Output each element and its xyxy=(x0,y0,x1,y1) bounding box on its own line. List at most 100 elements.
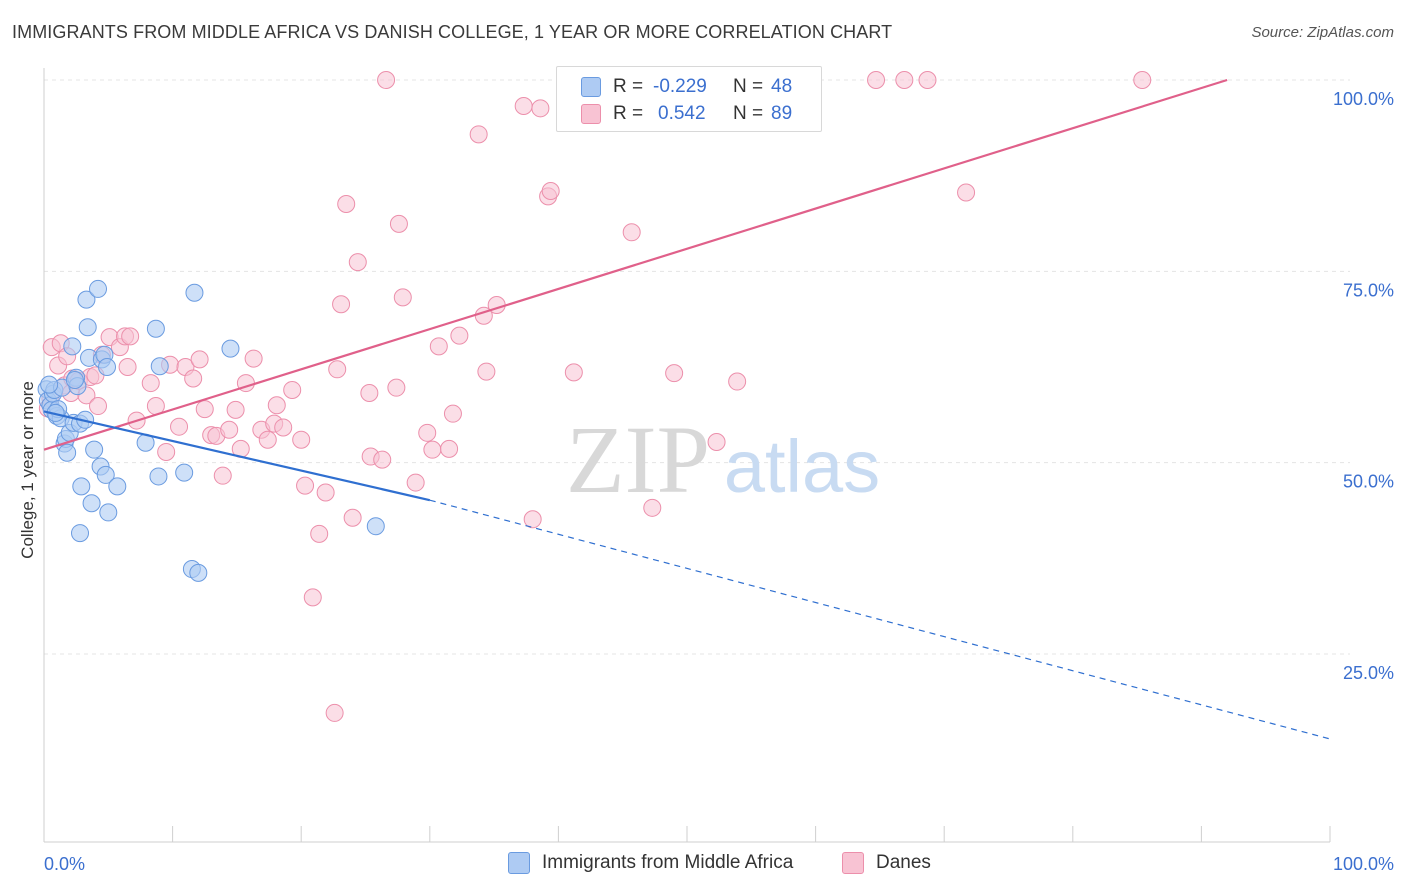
x-tick-label: 0.0% xyxy=(44,854,85,874)
data-point-danes xyxy=(190,350,209,369)
data-point-danes xyxy=(1133,71,1152,89)
data-point-middle-africa xyxy=(175,463,194,482)
data-point-middle-africa xyxy=(149,467,168,486)
data-point-danes xyxy=(244,349,263,368)
trend-lines xyxy=(43,78,1331,740)
source-label: Source: ZipAtlas.com xyxy=(1251,24,1394,41)
data-point-middle-africa xyxy=(185,283,204,302)
data-point-danes xyxy=(274,418,293,437)
watermark-atlas: atlas xyxy=(724,425,880,508)
data-point-middle-africa xyxy=(85,440,104,459)
data-point-danes xyxy=(918,71,937,89)
data-point-danes xyxy=(220,420,239,439)
data-point-danes xyxy=(429,337,448,356)
data-point-middle-africa xyxy=(221,339,240,358)
data-point-danes xyxy=(523,510,542,529)
data-point-middle-africa xyxy=(77,290,96,309)
data-point-danes xyxy=(665,364,684,383)
data-point-middle-africa xyxy=(146,319,165,338)
series-middle-africa-points xyxy=(37,279,385,582)
data-point-middle-africa xyxy=(72,477,91,496)
data-point-middle-africa xyxy=(89,279,108,298)
trend-line-middle-africa xyxy=(43,410,431,502)
data-point-danes xyxy=(406,473,425,492)
legend-r-value: 0.542 xyxy=(658,103,706,124)
legend-r-label: R = xyxy=(613,103,644,124)
data-point-danes xyxy=(541,181,560,200)
y-tick-label: 75.0% xyxy=(1343,280,1394,300)
data-point-middle-africa xyxy=(99,503,118,522)
bottom-legend-label-blue: Immigrants from Middle Africa xyxy=(542,852,794,873)
legend-n-value: 89 xyxy=(771,103,793,124)
data-point-danes xyxy=(348,253,367,272)
data-point-danes xyxy=(89,397,108,416)
data-point-middle-africa xyxy=(40,375,59,394)
data-point-middle-africa xyxy=(366,517,385,536)
x-tick-label: 100.0% xyxy=(1333,854,1394,874)
data-point-danes xyxy=(707,433,726,452)
trend-line-danes xyxy=(43,78,1228,451)
data-point-danes xyxy=(184,369,203,388)
data-point-danes xyxy=(450,326,469,345)
chart-title: IMMIGRANTS FROM MIDDLE AFRICA VS DANISH … xyxy=(12,22,893,42)
data-point-middle-africa xyxy=(108,477,127,496)
data-point-danes xyxy=(360,384,379,403)
data-point-danes xyxy=(296,476,315,495)
data-point-danes xyxy=(622,223,641,242)
y-tick-label: 25.0% xyxy=(1343,663,1394,683)
data-point-danes xyxy=(303,588,322,607)
data-point-middle-africa xyxy=(98,358,117,376)
data-point-danes xyxy=(258,430,277,449)
data-point-danes xyxy=(316,483,335,502)
grid-lines xyxy=(44,79,1350,655)
data-point-middle-africa xyxy=(65,371,84,390)
data-point-danes xyxy=(325,703,344,722)
y-tick-label: 50.0% xyxy=(1343,472,1394,492)
data-point-danes xyxy=(387,378,406,397)
bottom-legend-swatch-blue xyxy=(508,852,530,874)
data-point-danes xyxy=(477,362,496,381)
legend-n-label: N = xyxy=(733,103,764,124)
data-point-danes xyxy=(343,508,362,527)
data-point-danes xyxy=(393,288,412,307)
watermark: ZIP atlas xyxy=(566,406,880,513)
data-point-middle-africa xyxy=(150,357,169,376)
data-point-middle-africa xyxy=(58,443,77,462)
data-point-danes xyxy=(564,363,583,382)
watermark-zip: ZIP xyxy=(566,406,710,513)
data-point-danes xyxy=(440,439,459,458)
legend-n-value: 48 xyxy=(771,76,793,97)
data-point-danes xyxy=(213,466,232,485)
legend-r-label: R = xyxy=(613,76,644,97)
y-axis-label: College, 1 year or more xyxy=(18,381,37,559)
data-point-danes xyxy=(328,360,347,379)
data-point-danes xyxy=(283,380,302,399)
tick-labels: 25.0% 50.0% 75.0% 100.0% 0.0% 100.0% xyxy=(44,89,1394,874)
legend-n-label: N = xyxy=(733,76,764,97)
data-point-danes xyxy=(332,295,351,314)
data-point-middle-africa xyxy=(82,494,101,513)
data-point-danes xyxy=(531,99,550,118)
data-point-danes xyxy=(292,430,311,449)
data-point-middle-africa xyxy=(189,563,208,582)
bottom-legend-label-pink: Danes xyxy=(876,852,931,873)
data-point-danes xyxy=(373,450,392,469)
data-point-danes xyxy=(643,498,662,517)
data-point-danes xyxy=(226,400,245,419)
data-point-danes xyxy=(728,372,747,391)
data-point-danes xyxy=(389,214,408,233)
data-point-danes xyxy=(267,396,286,415)
legend-swatch-blue xyxy=(581,77,601,97)
data-point-middle-africa xyxy=(78,318,97,337)
axes xyxy=(43,68,1331,843)
data-point-danes xyxy=(514,97,533,116)
legend-swatch-pink xyxy=(581,104,601,124)
data-point-danes xyxy=(957,183,976,202)
trend-line-middle-africa-extension xyxy=(429,499,1331,740)
data-point-middle-africa xyxy=(71,524,90,543)
data-point-danes xyxy=(469,125,488,144)
data-point-danes xyxy=(118,358,137,376)
data-point-danes xyxy=(157,442,176,461)
data-point-danes xyxy=(418,423,437,442)
